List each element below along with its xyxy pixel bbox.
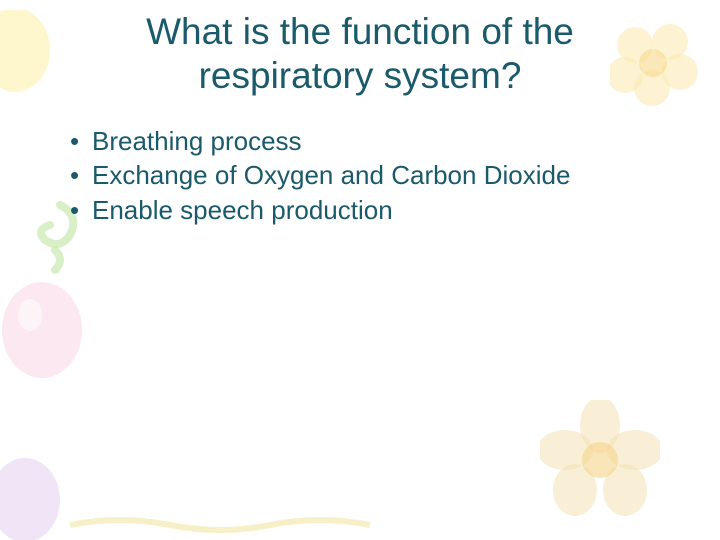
flower-bottom-right-decoration — [540, 400, 660, 520]
balloon-pink-decoration — [0, 280, 90, 390]
balloon-purple-decoration — [0, 450, 70, 540]
bullet-item: Enable speech production — [70, 194, 680, 227]
title-line-2: respiratory system? — [199, 55, 522, 96]
bullet-list: Breathing process Exchange of Oxygen and… — [40, 125, 680, 227]
bullet-item: Breathing process — [70, 125, 680, 158]
ribbon-decoration — [70, 510, 370, 540]
title-line-1: What is the function of the — [146, 11, 574, 52]
slide-content: What is the function of the respiratory … — [0, 0, 720, 226]
slide-title: What is the function of the respiratory … — [40, 10, 680, 99]
bullet-item: Exchange of Oxygen and Carbon Dioxide — [70, 159, 680, 192]
